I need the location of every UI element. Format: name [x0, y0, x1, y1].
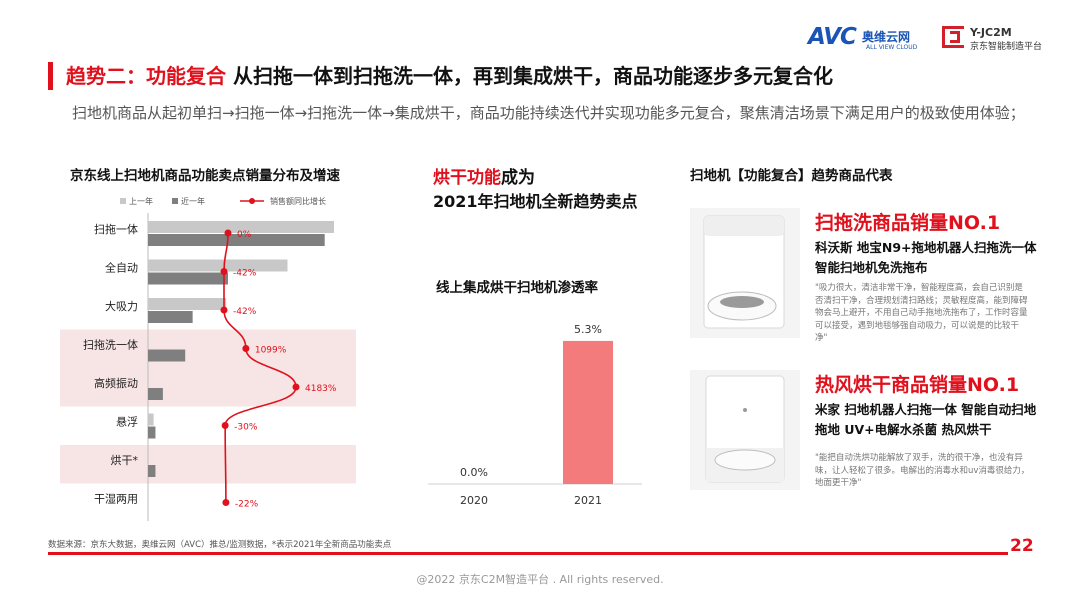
product-2-review: "能把自动洗烘功能解放了双手，洗的很干净，也没有异味，让人轻松了很多。电解出的消… — [815, 453, 1030, 488]
copyright: @2022 京东C2M智造平台 . All rights reserved. — [416, 573, 664, 586]
highlight-band — [60, 445, 356, 484]
growth-point — [292, 383, 300, 391]
category-label: 扫拖洗一体 — [83, 338, 138, 352]
penetration-value-label: 0.0% — [460, 466, 488, 479]
legend-label-prev: 上一年 — [129, 196, 153, 206]
page-title-accent: 趋势二：功能复合 — [66, 64, 226, 88]
bar-recent-year — [148, 311, 193, 323]
footer-divider — [48, 552, 1008, 555]
middle-headline-line2: 2021年扫地机全新趋势卖点 — [433, 192, 638, 211]
category-label: 高频振动 — [94, 376, 138, 390]
page-title-rest: 从扫拖一体到扫拖洗一体，再到集成烘干，商品功能逐步多元复合化 — [226, 64, 833, 88]
growth-point — [220, 306, 228, 314]
growth-point — [224, 229, 232, 237]
product-2-headline: 热风烘干商品销量NO.1 — [815, 374, 1020, 396]
growth-label: 1099% — [255, 346, 287, 356]
category-label: 悬浮 — [116, 416, 138, 429]
bar-prev-year — [148, 413, 154, 426]
category-label: 干湿两用 — [94, 493, 138, 506]
category-label: 扫拖一体 — [94, 222, 138, 236]
middle-headline-rest: 成为 — [501, 168, 535, 188]
penetration-chart-title: 线上集成烘干扫地机渗透率 — [436, 280, 598, 296]
data-source-note: 数据来源：京东大数据，奥维云网（AVC）推总/监测数据，*表示2021年全新商品… — [48, 540, 392, 550]
left-chart-title: 京东线上扫地机商品功能卖点销量分布及增速 — [70, 168, 340, 184]
penetration-value-label: 5.3% — [574, 323, 602, 336]
product-1-name: 科沃斯 地宝N9+拖地机器人扫拖洗一体智能扫地机免洗拖布 — [815, 240, 1037, 275]
page-title: 趋势二：功能复合 从扫拖一体到扫拖洗一体，再到集成烘干，商品功能逐步多元复合化 — [66, 60, 833, 89]
growth-label: 0% — [237, 230, 252, 240]
growth-point — [221, 422, 229, 429]
page-number: 22 — [1010, 536, 1034, 556]
middle-headline-red: 烘干功能 — [433, 168, 501, 188]
jc2m-logo-title: Y-JC2M — [970, 26, 1012, 39]
product-1-review: "吸力很大，清洁非常干净，智能程度高，会自己识别是否清扫干净，合理规划清扫路线；… — [815, 283, 1028, 343]
bar-recent-year — [148, 388, 163, 400]
growth-point — [222, 499, 230, 506]
robot-station-icon — [705, 375, 785, 483]
bar-prev-year — [148, 221, 334, 233]
legend-swatch-recent — [172, 198, 178, 204]
growth-point — [220, 268, 228, 275]
avc-logo: AVC 奥维云网 ALL VIEW CLOUD — [808, 24, 917, 51]
bar-recent-year — [148, 272, 228, 285]
jc2m-logo-subtitle: 京东智能制造平台 — [970, 42, 1043, 52]
growth-label: -30% — [234, 423, 258, 433]
growth-label: -42% — [233, 307, 257, 317]
bar-recent-year — [148, 349, 186, 362]
penetration-bar — [563, 340, 613, 484]
avc-logo-mark: AVC — [808, 24, 857, 50]
penetration-chart: 0.0% 2020 5.3% 2021 — [428, 323, 642, 507]
product-2-name: 米家 扫地机器人扫拖一体 智能自动扫地拖地 UV+电解水杀菌 热风烘干 — [815, 402, 1037, 437]
page-subtitle: 扫地机商品从起初单扫→扫拖一体→扫拖洗一体→集成烘干，商品功能持续迭代并实现功能… — [72, 104, 1025, 122]
middle-headline: 烘干功能成为 — [433, 163, 535, 188]
growth-label: -42% — [233, 269, 257, 279]
product-1-headline: 扫拖洗商品销量NO.1 — [815, 212, 1001, 234]
legend-marker-growth — [249, 198, 255, 204]
category-label: 全自动 — [105, 261, 138, 275]
growth-label: 4183% — [305, 384, 337, 394]
bar-recent-year — [148, 234, 325, 246]
mijia-product-image — [690, 370, 800, 490]
year-tick-label: 2021 — [574, 494, 602, 507]
bar-recent-year — [148, 426, 156, 439]
avc-logo-cn: 奥维云网 — [862, 30, 911, 44]
bar-prev-year — [148, 259, 288, 272]
legend-swatch-prev — [120, 198, 126, 204]
growth-point — [242, 345, 250, 352]
legend-label-recent: 近一年 — [181, 196, 205, 206]
ecovacs-product-image — [690, 208, 800, 338]
bar-recent-year — [148, 465, 156, 477]
jc2m-logo-mark-inner — [950, 31, 960, 43]
right-section-title: 扫地机【功能复合】趋势商品代表 — [690, 168, 893, 184]
category-label: 烘干* — [111, 453, 139, 467]
growth-label: -22% — [235, 500, 259, 510]
highlight-band — [60, 329, 356, 368]
jc2m-logo-mark-icon — [942, 26, 964, 48]
year-tick-label: 2020 — [460, 494, 488, 507]
legend-label-growth: 销售额同比增长 — [270, 196, 326, 206]
avc-logo-en: ALL VIEW CLOUD — [866, 44, 918, 51]
category-label: 大吸力 — [105, 299, 138, 313]
title-accent-bar — [48, 62, 53, 90]
bar-prev-year — [148, 298, 227, 310]
highlight-band — [60, 368, 356, 407]
robot-station-icon — [703, 215, 785, 329]
